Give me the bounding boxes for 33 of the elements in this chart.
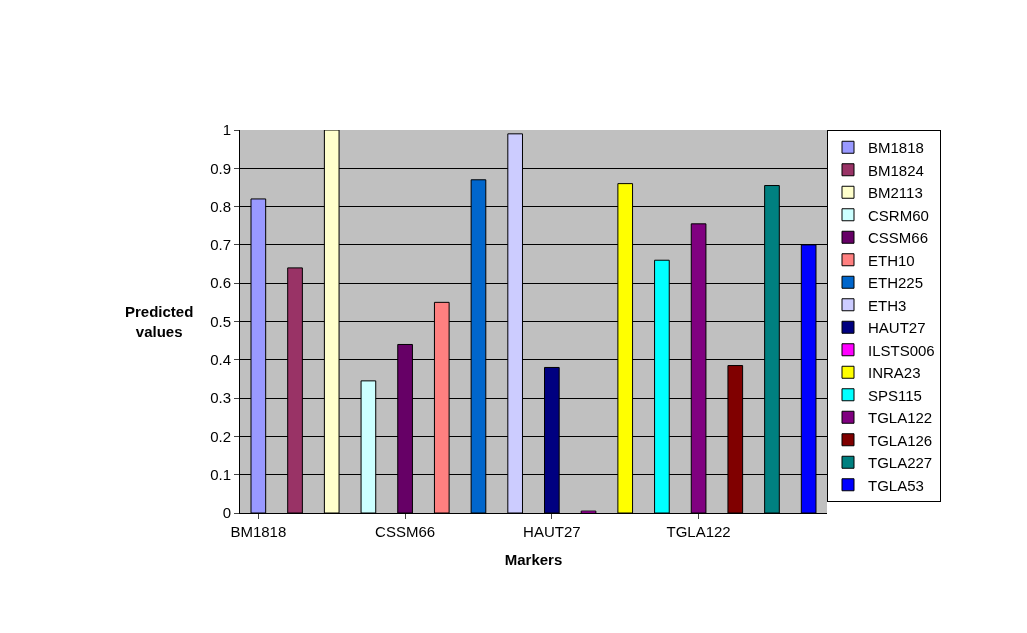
x-axis-title: Markers bbox=[504, 551, 563, 568]
legend-label: INRA23 bbox=[868, 364, 921, 382]
legend-label: ETH225 bbox=[868, 274, 924, 292]
legend-label: HAUT27 bbox=[868, 319, 926, 337]
legend-label: BM2113 bbox=[868, 184, 923, 202]
y-tick-label: 0.9 bbox=[210, 159, 231, 177]
legend-label: CSSM66 bbox=[868, 229, 929, 247]
y-tick-label: 0.2 bbox=[210, 427, 231, 445]
x-tick-label: HAUT27 bbox=[523, 523, 581, 540]
y-tick-label: 0 bbox=[222, 504, 231, 522]
y-tick-label: 0.6 bbox=[210, 274, 231, 292]
x-tick-label: CSSM66 bbox=[375, 523, 436, 540]
legend-label: TGLA122 bbox=[868, 409, 933, 427]
y-tick-label: 0.5 bbox=[210, 312, 231, 330]
legend-label: TGLA53 bbox=[868, 476, 924, 494]
y-axis-title: Predicted values bbox=[125, 303, 194, 340]
y-tick-label: 1 bbox=[222, 121, 231, 139]
y-tick-label: 0.1 bbox=[210, 465, 231, 483]
x-tick-label: TGLA122 bbox=[666, 523, 731, 540]
y-tick-label: 0.7 bbox=[210, 236, 231, 254]
legend-label: CSRM60 bbox=[868, 206, 929, 224]
legend-label: ETH10 bbox=[868, 251, 915, 269]
legend-label: TGLA126 bbox=[868, 431, 933, 449]
legend-label: TGLA227 bbox=[868, 454, 933, 472]
y-tick-label: 0.4 bbox=[210, 351, 231, 369]
legend-label: SPS115 bbox=[868, 386, 922, 404]
x-tick-label: BM1818 bbox=[230, 523, 287, 540]
legend-label: BM1818 bbox=[868, 139, 924, 157]
legend-label: BM1824 bbox=[868, 161, 924, 179]
y-tick-label: 0.8 bbox=[210, 197, 231, 215]
legend-label: ETH3 bbox=[868, 296, 907, 314]
y-tick-label: 0.3 bbox=[210, 389, 231, 407]
legend-label: ILSTS006 bbox=[868, 341, 935, 359]
